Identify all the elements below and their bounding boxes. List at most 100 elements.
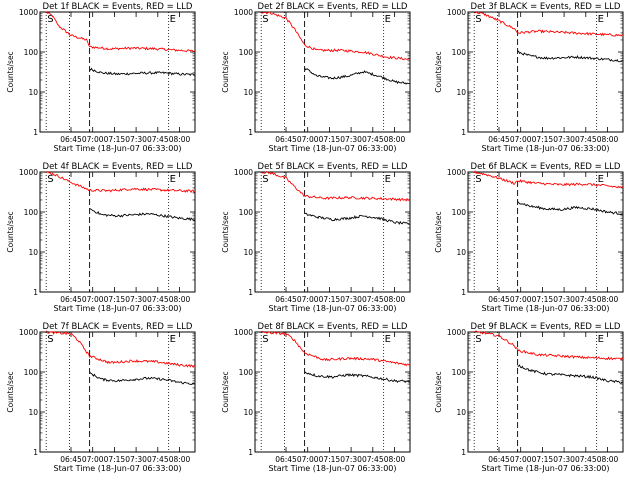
x-tick-label: 08:00 (597, 135, 619, 144)
y-tick-label: 100 (239, 48, 254, 57)
events-series-line (89, 208, 196, 222)
x-tick-label: 07:15 (319, 295, 341, 304)
x-tick-label: 07:00 (82, 455, 104, 464)
marker-label-s: S (47, 14, 53, 25)
x-tick-label: 07:15 (104, 135, 126, 144)
x-tick-label: 07:30 (553, 135, 575, 144)
x-tick-label: 08:00 (169, 295, 191, 304)
x-tick-label: 07:45 (575, 135, 597, 144)
chart-title: Det 9f BLACK = Events, RED = LLD (471, 322, 621, 332)
x-tick-label: 06:45 (275, 135, 297, 144)
chart-panel-2: Det 2f BLACK = Events, RED = LLD 1 10 100 10… (221, 2, 411, 153)
chart-panel-3: Det 3f BLACK = Events, RED = LLD 1 10 100 10… (434, 2, 624, 153)
y-axis-label: Counts/sec (221, 51, 230, 92)
marker-label-s: S (475, 14, 481, 25)
y-tick-label: 1000 (234, 168, 253, 177)
plot-frame (254, 11, 411, 133)
x-tick-label: 07:30 (125, 295, 147, 304)
x-tick-label: 06:45 (60, 295, 82, 304)
y-tick-label: 100 (24, 208, 39, 217)
lld-series-line (260, 170, 411, 202)
plot-frame (39, 331, 196, 453)
y-tick-label: 1000 (19, 328, 38, 337)
marker-label-e: E (598, 334, 604, 345)
x-tick-label: 07:15 (319, 135, 341, 144)
chart-panel-6: Det 6f BLACK = Events, RED = LLD 1 10 100 10… (434, 162, 624, 313)
events-series-line (517, 201, 624, 215)
chart-title: Det 1f BLACK = Events, RED = LLD (43, 2, 193, 12)
y-tick-label: 10 (456, 408, 466, 417)
y-tick-label: 1 (33, 128, 38, 137)
y-tick-label: 1 (461, 128, 466, 137)
marker-label-e: E (598, 14, 604, 25)
x-tick-label: 07:15 (532, 295, 554, 304)
x-tick-label: 07:00 (510, 295, 532, 304)
y-tick-label: 100 (452, 48, 467, 57)
chart-title: Det 2f BLACK = Events, RED = LLD (258, 2, 408, 12)
y-axis-label: Counts/sec (221, 211, 230, 252)
y-tick-label: 100 (24, 368, 39, 377)
chart-panel-9: Det 9f BLACK = Events, RED = LLD 1 10 100 10… (434, 322, 624, 473)
chart-panel-8: Det 8f BLACK = Events, RED = LLD 1 10 100 10… (221, 322, 411, 473)
chart-title: Det 8f BLACK = Events, RED = LLD (258, 322, 408, 332)
y-tick-label: 10 (28, 88, 38, 97)
chart-panel-7: Det 7f BLACK = Events, RED = LLD 1 10 100 10… (6, 322, 196, 473)
x-tick-label: 07:00 (82, 135, 104, 144)
marker-label-s: S (47, 174, 53, 185)
x-tick-label: 07:30 (125, 455, 147, 464)
y-tick-label: 100 (239, 208, 254, 217)
lld-series-line (261, 330, 410, 367)
marker-label-e: E (385, 174, 391, 185)
x-axis-label: Start Time (18-Jun-07 06:33:00) (54, 464, 182, 473)
lld-series-line (473, 170, 624, 189)
chart-title: Det 3f BLACK = Events, RED = LLD (471, 2, 621, 12)
y-tick-label: 100 (452, 368, 467, 377)
plot-frame (254, 331, 411, 453)
y-tick-label: 1 (248, 288, 253, 297)
x-axis-label: Start Time (18-Jun-07 06:33:00) (269, 144, 397, 153)
x-tick-label: 07:00 (297, 135, 319, 144)
x-axis-label: Start Time (18-Jun-07 06:33:00) (54, 304, 182, 313)
marker-label-s: S (262, 14, 268, 25)
y-tick-label: 1000 (19, 8, 38, 17)
x-tick-label: 07:30 (553, 295, 575, 304)
marker-label-e: E (170, 174, 176, 185)
x-tick-label: 07:00 (510, 135, 532, 144)
y-tick-label: 1 (33, 448, 38, 457)
y-tick-label: 1000 (447, 8, 466, 17)
chart-title: Det 7f BLACK = Events, RED = LLD (43, 322, 193, 332)
x-axis-label: Start Time (18-Jun-07 06:33:00) (269, 304, 397, 313)
x-tick-label: 07:45 (575, 295, 597, 304)
x-tick-label: 06:45 (488, 295, 510, 304)
chart-panel-5: Det 5f BLACK = Events, RED = LLD 1 10 100 10… (221, 162, 411, 313)
y-tick-label: 1 (248, 448, 253, 457)
events-series-line (517, 50, 624, 63)
y-tick-label: 1000 (447, 168, 466, 177)
y-axis-label: Counts/sec (434, 51, 443, 92)
y-tick-label: 10 (243, 408, 253, 417)
chart-title: Det 4f BLACK = Events, RED = LLD (43, 162, 193, 172)
x-tick-label: 07:45 (147, 295, 169, 304)
plot-frame (467, 171, 624, 293)
x-tick-label: 07:15 (532, 135, 554, 144)
x-tick-label: 07:00 (82, 295, 104, 304)
y-axis-label: Counts/sec (6, 211, 15, 252)
x-tick-label: 07:45 (362, 295, 384, 304)
y-axis-label: Counts/sec (6, 51, 15, 92)
y-tick-label: 10 (243, 88, 253, 97)
y-tick-label: 10 (243, 248, 253, 257)
x-tick-label: 08:00 (597, 455, 619, 464)
y-axis-label: Counts/sec (434, 371, 443, 412)
y-tick-label: 1000 (234, 8, 253, 17)
y-tick-label: 1000 (19, 168, 38, 177)
marker-label-s: S (47, 334, 53, 345)
marker-label-s: S (475, 334, 481, 345)
events-series-line (304, 212, 411, 225)
events-series-line (517, 364, 624, 384)
y-tick-label: 100 (452, 208, 467, 217)
x-axis-label: Start Time (18-Jun-07 06:33:00) (482, 464, 610, 473)
x-tick-label: 07:30 (340, 135, 362, 144)
y-tick-label: 100 (24, 48, 39, 57)
y-tick-label: 10 (456, 248, 466, 257)
x-tick-label: 07:00 (510, 455, 532, 464)
